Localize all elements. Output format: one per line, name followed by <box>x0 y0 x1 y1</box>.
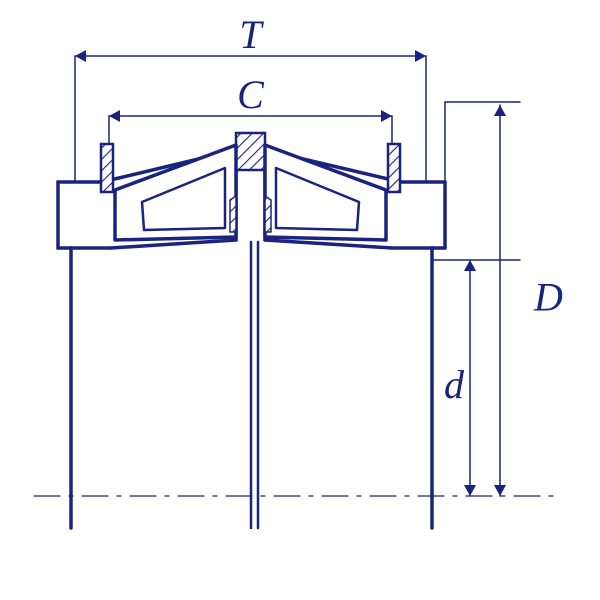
label-D: D <box>533 275 563 320</box>
label-T: T <box>239 12 264 57</box>
label-d: d <box>444 362 465 407</box>
label-C: C <box>237 72 265 117</box>
